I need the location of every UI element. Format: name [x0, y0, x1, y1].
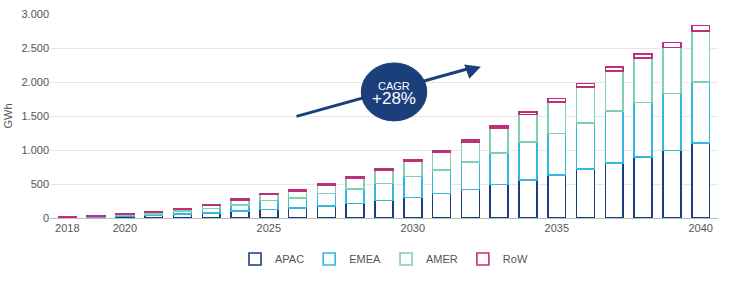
svg-text:CAGR: CAGR [378, 80, 410, 92]
svg-text:AMER: AMER [426, 253, 458, 265]
svg-text:3.000: 3.000 [21, 8, 49, 20]
svg-text:2.000: 2.000 [21, 76, 49, 88]
svg-text:1.500: 1.500 [21, 110, 49, 122]
svg-text:2018: 2018 [55, 222, 79, 234]
svg-text:2030: 2030 [401, 222, 425, 234]
svg-text:2040: 2040 [688, 222, 712, 234]
svg-text:2035: 2035 [545, 222, 569, 234]
svg-text:2020: 2020 [113, 222, 137, 234]
svg-text:2.500: 2.500 [21, 42, 49, 54]
svg-text:0: 0 [43, 212, 49, 224]
svg-text:RoW: RoW [503, 253, 528, 265]
svg-text:GWh: GWh [2, 103, 14, 128]
svg-text:APAC: APAC [275, 253, 304, 265]
svg-text:500: 500 [31, 178, 49, 190]
svg-text:EMEA: EMEA [349, 253, 381, 265]
svg-text:2025: 2025 [257, 222, 281, 234]
svg-text:+28%: +28% [372, 89, 416, 108]
svg-text:1.000: 1.000 [21, 144, 49, 156]
